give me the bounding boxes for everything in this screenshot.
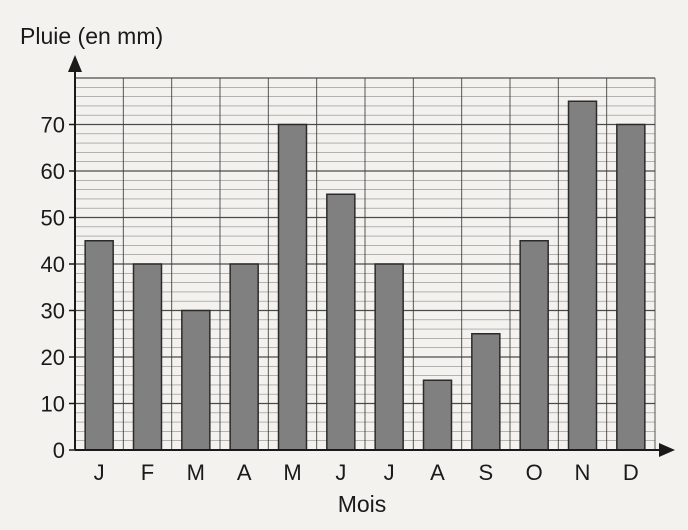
x-tick-label: J <box>335 460 346 485</box>
bar-12 <box>616 123 646 451</box>
bar-11 <box>567 100 598 451</box>
bar-4 <box>229 263 259 451</box>
bar-1 <box>84 240 114 451</box>
y-tick-label: 60 <box>41 159 65 184</box>
y-tick-label: 30 <box>41 299 65 324</box>
bar-6 <box>326 193 356 451</box>
x-tick-label: D <box>623 460 639 485</box>
y-axis-title: Pluie (en mm) <box>20 23 163 49</box>
bar-8 <box>422 379 453 451</box>
y-tick-label: 40 <box>41 252 65 277</box>
x-tick-label: S <box>478 460 493 485</box>
y-axis-arrow <box>68 55 82 72</box>
bars <box>84 100 646 451</box>
x-tick-label: J <box>94 460 105 485</box>
x-axis-title: Mois <box>338 491 387 517</box>
y-tick-label: 10 <box>41 392 65 417</box>
bar-2 <box>132 263 163 451</box>
x-tick-label: A <box>430 460 445 485</box>
x-tick-label: M <box>187 460 205 485</box>
x-tick-label: J <box>384 460 395 485</box>
axes <box>68 55 675 457</box>
bar-9 <box>471 333 501 451</box>
y-tick-label: 0 <box>53 438 65 463</box>
grid <box>75 77 656 450</box>
x-tick-label: M <box>283 460 301 485</box>
bar-3 <box>181 309 211 451</box>
bar-5 <box>277 123 308 451</box>
x-axis-arrow <box>659 443 675 457</box>
bar-7 <box>374 263 404 451</box>
x-tick-label: A <box>237 460 252 485</box>
y-tick-label: 20 <box>41 345 65 370</box>
bar-10 <box>519 240 549 451</box>
x-tick-label: O <box>526 460 543 485</box>
x-tick-label: F <box>141 460 154 485</box>
x-tick-label: N <box>575 460 591 485</box>
y-tick-labels: 0 10 20 30 40 50 60 70 <box>41 113 75 463</box>
y-tick-label: 70 <box>41 113 65 138</box>
y-tick-label: 50 <box>41 206 65 231</box>
